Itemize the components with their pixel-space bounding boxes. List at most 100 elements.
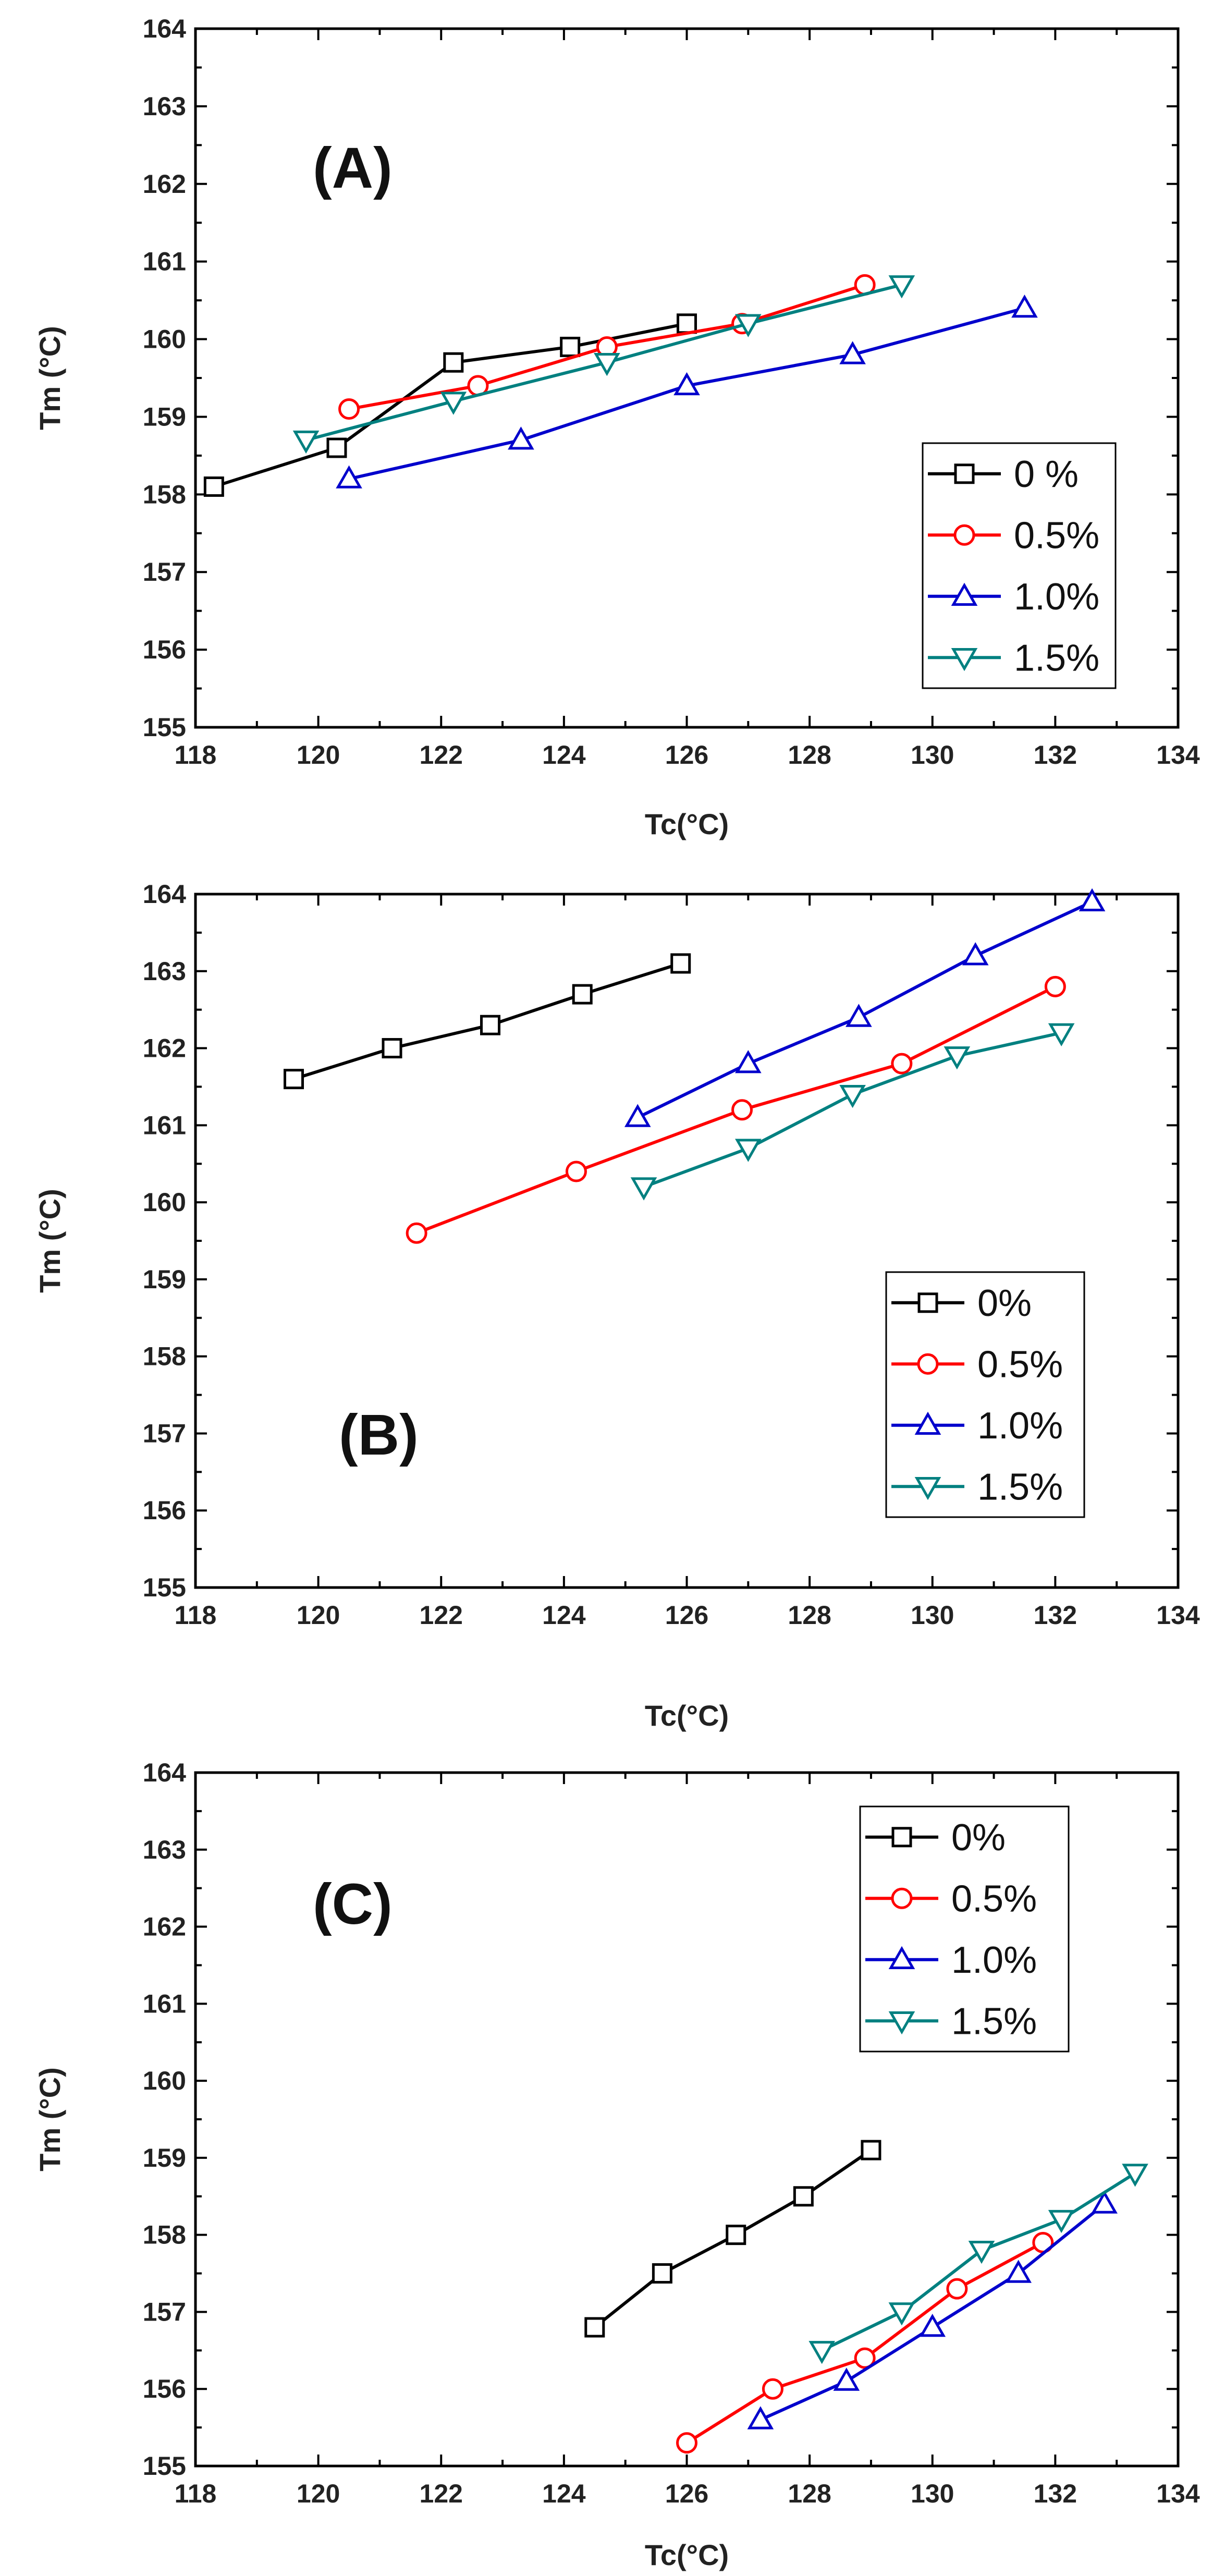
y-tick-label: 162 bbox=[143, 169, 186, 199]
x-tick-label: 120 bbox=[297, 740, 340, 770]
data-point bbox=[833, 2367, 860, 2391]
data-point bbox=[406, 1222, 427, 1244]
legend-marker bbox=[888, 1946, 915, 1969]
x-tick-label: 120 bbox=[297, 1601, 340, 1630]
x-tick-label: 126 bbox=[665, 2479, 708, 2508]
x-axis-title: Tc(°C) bbox=[645, 2538, 729, 2571]
series-0-group bbox=[203, 313, 697, 497]
data-point bbox=[968, 2240, 995, 2264]
x-tick-label: 132 bbox=[1034, 740, 1077, 770]
data-point bbox=[747, 2406, 774, 2430]
x-tick-label: 124 bbox=[542, 1601, 586, 1630]
x-tick-label: 118 bbox=[175, 740, 217, 770]
series-10-group bbox=[336, 294, 1038, 489]
y-axis-title: Tm (°C) bbox=[33, 326, 66, 430]
data-point bbox=[338, 398, 360, 420]
legend-label: 0 % bbox=[1014, 454, 1079, 495]
series-15-group bbox=[292, 275, 915, 454]
legend-label: 0% bbox=[977, 1283, 1032, 1324]
y-tick-label: 161 bbox=[143, 1989, 186, 2018]
data-point bbox=[670, 953, 691, 974]
legend-label: 1.0% bbox=[1014, 576, 1099, 618]
data-point bbox=[946, 2278, 968, 2300]
series-line bbox=[643, 1031, 1062, 1189]
y-tick-label: 156 bbox=[143, 635, 186, 664]
legend-label: 1.5% bbox=[951, 2000, 1037, 2042]
y-tick-label: 160 bbox=[143, 2066, 186, 2095]
legend-label: 1.5% bbox=[1014, 637, 1099, 679]
data-point bbox=[594, 352, 620, 376]
legend-marker bbox=[891, 1827, 912, 1848]
x-tick-label: 128 bbox=[788, 740, 831, 770]
data-point bbox=[854, 2347, 876, 2369]
legend-label: 1.0% bbox=[951, 1939, 1037, 1981]
panel-label: (B) bbox=[339, 1403, 419, 1467]
legend: 0 % 0.5% 1.0% 1.5% bbox=[922, 442, 1117, 689]
y-tick-label: 163 bbox=[143, 92, 186, 121]
data-point bbox=[1048, 1023, 1075, 1047]
y-axis-title: Tm (°C) bbox=[33, 1189, 66, 1293]
legend-label: 0% bbox=[951, 1817, 1006, 1859]
data-point bbox=[891, 1053, 913, 1075]
data-point bbox=[284, 1069, 304, 1090]
x-tick-label: 130 bbox=[911, 740, 954, 770]
series-15-group bbox=[808, 2164, 1148, 2364]
data-point bbox=[1011, 294, 1038, 318]
data-point bbox=[1044, 975, 1066, 997]
x-tick-label: 128 bbox=[788, 2479, 831, 2508]
data-point bbox=[480, 1015, 500, 1035]
y-tick-label: 158 bbox=[143, 480, 186, 509]
y-tick-label: 161 bbox=[143, 247, 186, 276]
data-point bbox=[735, 1139, 762, 1162]
y-tick-label: 157 bbox=[143, 1419, 186, 1448]
y-tick-label: 163 bbox=[143, 1835, 186, 1864]
y-tick-label: 163 bbox=[143, 957, 186, 986]
chart-panel-2: 118 120 122 124 126 128 130 132 134 155 156 157 158 1… bbox=[33, 880, 1200, 1732]
data-point bbox=[762, 2378, 783, 2400]
data-point bbox=[630, 1177, 657, 1201]
legend-marker bbox=[888, 2011, 915, 2035]
data-point bbox=[793, 2186, 814, 2207]
data-point bbox=[382, 1038, 402, 1059]
legend-marker bbox=[914, 1477, 941, 1500]
series-10-group bbox=[624, 888, 1106, 1127]
legend-marker bbox=[953, 524, 975, 546]
y-tick-label: 159 bbox=[143, 1265, 186, 1294]
chart-panel-1: 118 120 122 124 126 128 130 132 134 155 156 157 158 1… bbox=[33, 14, 1200, 840]
data-point bbox=[443, 352, 464, 373]
y-axis-title: Tm (°C) bbox=[33, 2067, 66, 2171]
x-tick-label: 118 bbox=[175, 2479, 217, 2508]
legend-box bbox=[922, 442, 1117, 689]
x-tick-label: 122 bbox=[420, 740, 463, 770]
x-tick-label: 126 bbox=[665, 740, 708, 770]
data-point bbox=[203, 476, 224, 497]
legend-label: 1.0% bbox=[977, 1405, 1063, 1447]
data-point bbox=[292, 430, 320, 454]
x-tick-label: 122 bbox=[420, 2479, 463, 2508]
data-point bbox=[326, 437, 347, 458]
legend: 0% 0.5% 1.0% 1.5% bbox=[859, 1805, 1070, 2053]
data-point bbox=[962, 942, 989, 966]
data-point bbox=[846, 1004, 872, 1027]
x-axis-title: Tc(°C) bbox=[645, 808, 729, 840]
data-point bbox=[1091, 2190, 1118, 2214]
series-05-group bbox=[338, 274, 876, 420]
data-point bbox=[572, 984, 593, 1005]
data-point bbox=[861, 2140, 881, 2160]
y-tick-label: 159 bbox=[143, 402, 186, 431]
legend-label: 1.5% bbox=[977, 1466, 1063, 1508]
y-tick-label: 155 bbox=[143, 713, 186, 742]
data-point bbox=[584, 2317, 605, 2338]
y-tick-label: 157 bbox=[143, 557, 186, 587]
data-point bbox=[888, 275, 915, 299]
x-tick-label: 126 bbox=[665, 1601, 708, 1630]
y-tick-label: 161 bbox=[143, 1110, 186, 1140]
series-0-group bbox=[284, 953, 691, 1090]
legend-marker bbox=[914, 1411, 941, 1435]
x-tick-label: 124 bbox=[542, 2479, 586, 2508]
x-tick-label: 130 bbox=[911, 1601, 954, 1630]
x-tick-label: 118 bbox=[175, 1601, 217, 1630]
data-point bbox=[1122, 2164, 1148, 2187]
x-tick-label: 124 bbox=[542, 740, 586, 770]
